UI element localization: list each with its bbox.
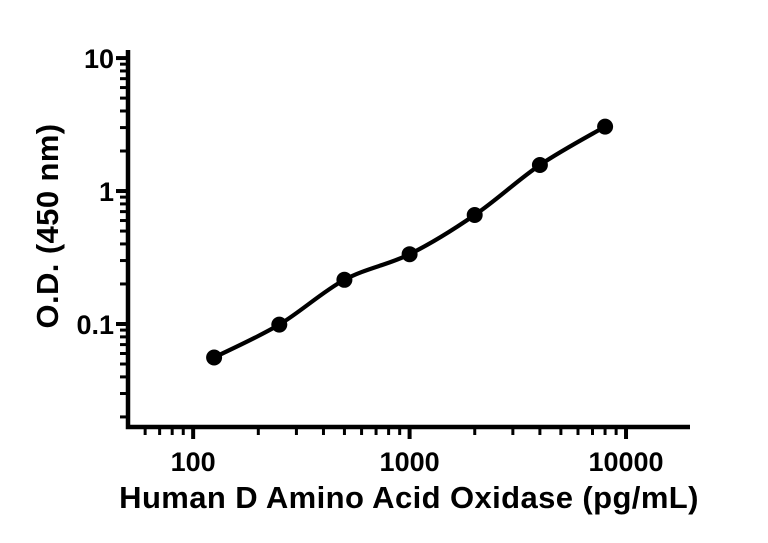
axis-frame (125, 50, 690, 430)
x-tick-label: 1000 (380, 447, 440, 477)
data-point-marker (336, 271, 353, 288)
x-tick-label: 100 (171, 447, 216, 477)
data-point-marker (531, 157, 548, 173)
data-point-marker (206, 349, 223, 366)
data-point-marker (597, 118, 614, 135)
data-point-marker (401, 246, 418, 263)
data-point-marker (271, 316, 288, 333)
y-tick-label: 1 (99, 177, 114, 207)
y-tick-label: 10 (84, 44, 114, 74)
y-axis-title: O.D. (450 nm) (30, 123, 65, 328)
x-tick-label: 10000 (588, 447, 663, 477)
data-points (206, 118, 614, 366)
data-point-marker (466, 207, 483, 223)
axes: 100 1000 10000 0.1 1 10 (76, 44, 690, 477)
y-tick-label: 0.1 (76, 310, 114, 340)
x-axis-title: Human D Amino Acid Oxidase (pg/mL) (119, 480, 699, 515)
